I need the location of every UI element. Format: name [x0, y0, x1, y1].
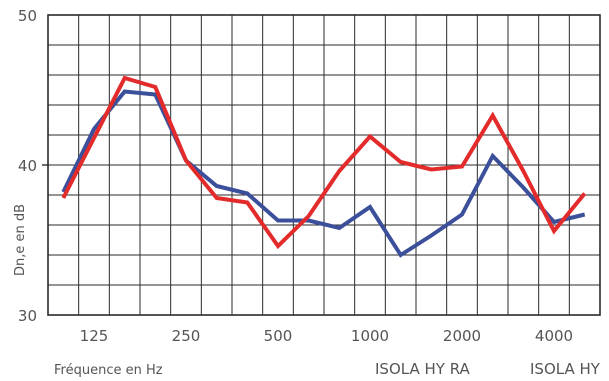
x-tick-label: 4000	[535, 327, 573, 345]
x-tick-label: 2000	[443, 327, 481, 345]
chart-grid	[42, 15, 600, 315]
y-axis-label: Dn,e en dB	[13, 204, 28, 276]
y-tick-label: 30	[18, 307, 37, 325]
legend-series-1-label: ISOLA HY RA	[375, 360, 471, 378]
x-axis-ticks: 125 250 500 1000 2000 4000	[80, 327, 573, 345]
y-tick-label: 50	[18, 7, 37, 25]
x-tick-label: 250	[172, 327, 201, 345]
x-tick-label: 1000	[351, 327, 389, 345]
plot-border	[47, 14, 601, 316]
y-tick-label: 40	[18, 157, 37, 175]
series-line-1	[61, 75, 587, 250]
x-tick-label: 500	[264, 327, 293, 345]
series-line-2	[61, 89, 586, 258]
y-axis-ticks: 30 40 50	[18, 7, 37, 325]
x-axis-label: Fréquence en Hz	[54, 363, 163, 378]
chart-series	[61, 75, 587, 258]
legend-series-2-label: ISOLA HY	[530, 360, 601, 378]
plot-frame	[47, 14, 601, 316]
x-tick-label: 125	[80, 327, 109, 345]
